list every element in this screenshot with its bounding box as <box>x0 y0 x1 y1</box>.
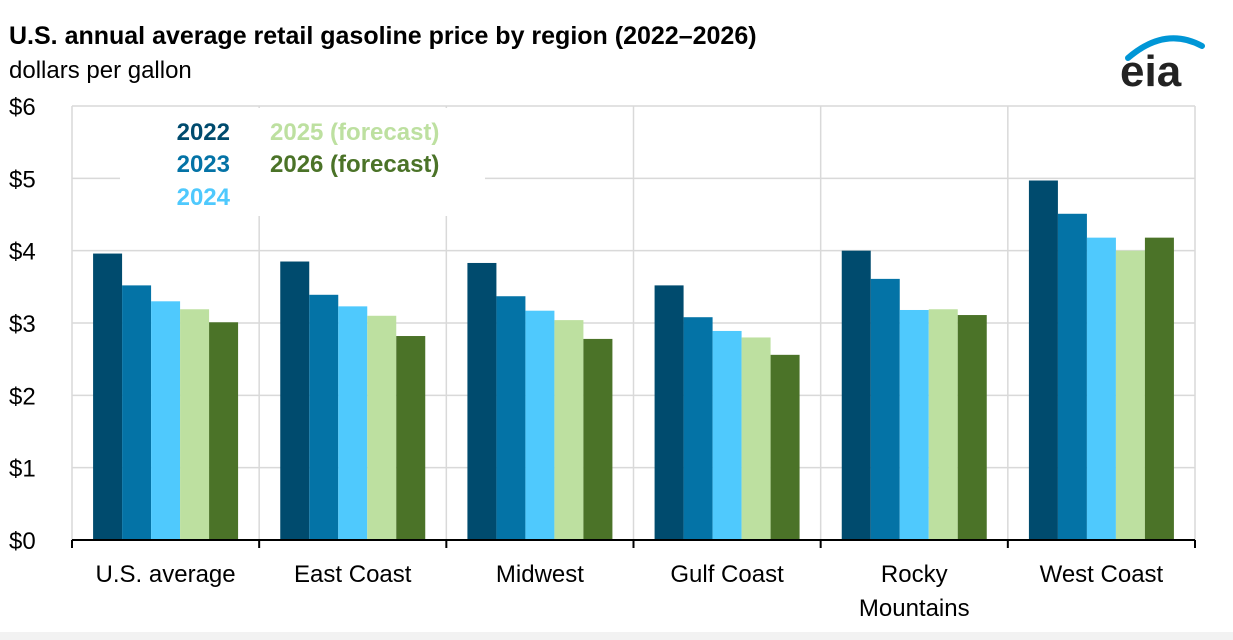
legend-item: 2026 (forecast) <box>270 151 439 178</box>
x-tick-label: East Coast <box>294 561 412 588</box>
footer-band <box>0 632 1233 640</box>
y-tick-label: $1 <box>9 456 36 483</box>
x-tick-label: U.S. average <box>96 561 236 588</box>
bars <box>93 180 1174 540</box>
bar-2025-east-coast <box>367 315 397 540</box>
legend-item: 2025 (forecast) <box>270 119 439 146</box>
y-tick-label: $0 <box>9 528 36 555</box>
bar-2023-midwest <box>496 296 526 540</box>
bar-2024-east-coast <box>338 306 368 540</box>
y-tick-label: $3 <box>9 311 36 338</box>
bar-2022-u-s-average <box>93 253 123 540</box>
bar-2022-gulf-coast <box>654 285 684 540</box>
x-tick-label: Mountains <box>859 595 970 622</box>
bar-2022-rocky-mountains <box>841 250 871 540</box>
bar-2023-east-coast <box>309 294 339 540</box>
bar-2024-midwest <box>525 310 555 540</box>
bar-2025-west-coast <box>1115 250 1145 540</box>
chart-subtitle: dollars per gallon <box>9 57 192 84</box>
bar-2022-west-coast <box>1028 180 1058 540</box>
legend-item: 2022 <box>177 119 230 146</box>
bar-2023-gulf-coast <box>683 317 713 540</box>
eia-logo-icon: eia <box>1120 35 1205 96</box>
bar-2024-west-coast <box>1086 237 1116 540</box>
y-tick-label: $4 <box>9 239 36 266</box>
legend-item: 2024 <box>177 184 231 211</box>
bar-2026-midwest <box>583 338 613 540</box>
x-tick-label: West Coast <box>1040 561 1164 588</box>
bar-2025-gulf-coast <box>741 337 771 540</box>
eia-logo-text: eia <box>1120 47 1182 96</box>
bar-2024-rocky-mountains <box>899 309 929 540</box>
bar-2022-midwest <box>467 262 497 540</box>
y-tick-label: $2 <box>9 383 36 410</box>
bar-2024-u-s-average <box>151 301 181 540</box>
bar-2026-west-coast <box>1144 237 1174 540</box>
bar-2025-midwest <box>554 320 584 540</box>
legend-background <box>120 108 485 216</box>
x-axis <box>71 539 1196 548</box>
gridlines <box>71 105 1196 540</box>
bar-2022-east-coast <box>280 261 310 540</box>
x-tick-label: Rocky <box>881 561 948 588</box>
bar-2023-rocky-mountains <box>870 278 900 540</box>
legend: 2022 2023 2024 2025 (forecast) 2026 (forecas… <box>120 108 485 216</box>
bar-2023-west-coast <box>1057 213 1087 540</box>
y-tick-label: $5 <box>9 166 36 193</box>
legend-item: 2023 <box>177 151 230 178</box>
bar-2026-gulf-coast <box>770 354 800 540</box>
bar-2026-east-coast <box>396 336 426 540</box>
bar-2025-rocky-mountains <box>928 309 958 540</box>
eia-logo-arc <box>1125 35 1205 61</box>
y-tick-label: $6 <box>9 94 36 121</box>
bar-2025-u-s-average <box>180 309 210 540</box>
bar-2026-rocky-mountains <box>957 315 987 540</box>
bar-2026-u-s-average <box>209 322 239 540</box>
x-tick-label: Midwest <box>496 561 584 588</box>
bar-2023-u-s-average <box>122 285 152 540</box>
x-axis-labels: U.S. average East Coast Midwest Gulf Coast R… <box>96 561 1164 622</box>
bar-2024-gulf-coast <box>712 330 742 540</box>
chart-title: U.S. annual average retail gasoline pric… <box>9 22 757 50</box>
x-tick-label: Gulf Coast <box>670 561 784 588</box>
y-axis-ticks: $0 $1 $2 $3 $4 $5 $6 <box>9 94 36 555</box>
